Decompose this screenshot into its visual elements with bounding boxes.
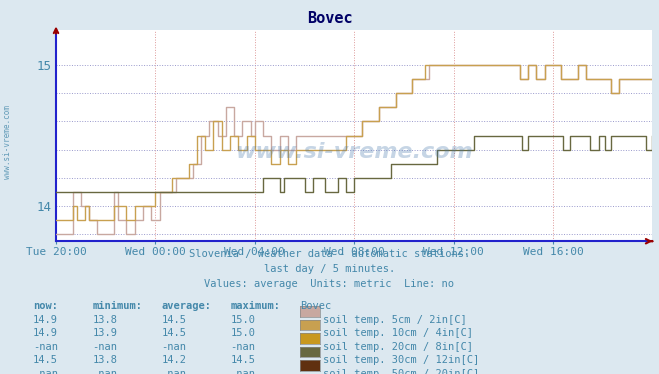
- Text: 15.0: 15.0: [231, 328, 256, 338]
- Text: now:: now:: [33, 301, 58, 311]
- Text: average:: average:: [161, 301, 212, 311]
- Text: Values: average  Units: metric  Line: no: Values: average Units: metric Line: no: [204, 279, 455, 289]
- Text: soil temp. 10cm / 4in[C]: soil temp. 10cm / 4in[C]: [323, 328, 473, 338]
- Text: 14.5: 14.5: [231, 355, 256, 365]
- Text: Bovec: Bovec: [306, 11, 353, 26]
- Text: 13.9: 13.9: [92, 328, 117, 338]
- Text: www.si-vreme.com: www.si-vreme.com: [235, 142, 473, 162]
- Text: soil temp. 50cm / 20in[C]: soil temp. 50cm / 20in[C]: [323, 369, 479, 374]
- Text: 13.8: 13.8: [92, 315, 117, 325]
- Text: soil temp. 30cm / 12in[C]: soil temp. 30cm / 12in[C]: [323, 355, 479, 365]
- Text: -nan: -nan: [161, 369, 186, 374]
- Text: 15.0: 15.0: [231, 315, 256, 325]
- Text: -nan: -nan: [92, 369, 117, 374]
- Text: -nan: -nan: [33, 369, 58, 374]
- Text: www.si-vreme.com: www.si-vreme.com: [3, 105, 13, 179]
- Text: soil temp. 20cm / 8in[C]: soil temp. 20cm / 8in[C]: [323, 342, 473, 352]
- Text: 14.5: 14.5: [161, 315, 186, 325]
- Text: 14.2: 14.2: [161, 355, 186, 365]
- Text: -nan: -nan: [33, 342, 58, 352]
- Text: 14.9: 14.9: [33, 315, 58, 325]
- Text: last day / 5 minutes.: last day / 5 minutes.: [264, 264, 395, 274]
- Text: 14.9: 14.9: [33, 328, 58, 338]
- Text: -nan: -nan: [231, 342, 256, 352]
- Text: minimum:: minimum:: [92, 301, 142, 311]
- Text: 14.5: 14.5: [161, 328, 186, 338]
- Text: Slovenia / weather data - automatic stations.: Slovenia / weather data - automatic stat…: [189, 249, 470, 259]
- Text: -nan: -nan: [231, 369, 256, 374]
- Text: -nan: -nan: [161, 342, 186, 352]
- Text: maximum:: maximum:: [231, 301, 281, 311]
- Text: 13.8: 13.8: [92, 355, 117, 365]
- Text: 14.5: 14.5: [33, 355, 58, 365]
- Text: -nan: -nan: [92, 342, 117, 352]
- Text: soil temp. 5cm / 2in[C]: soil temp. 5cm / 2in[C]: [323, 315, 467, 325]
- Text: Bovec: Bovec: [300, 301, 331, 311]
